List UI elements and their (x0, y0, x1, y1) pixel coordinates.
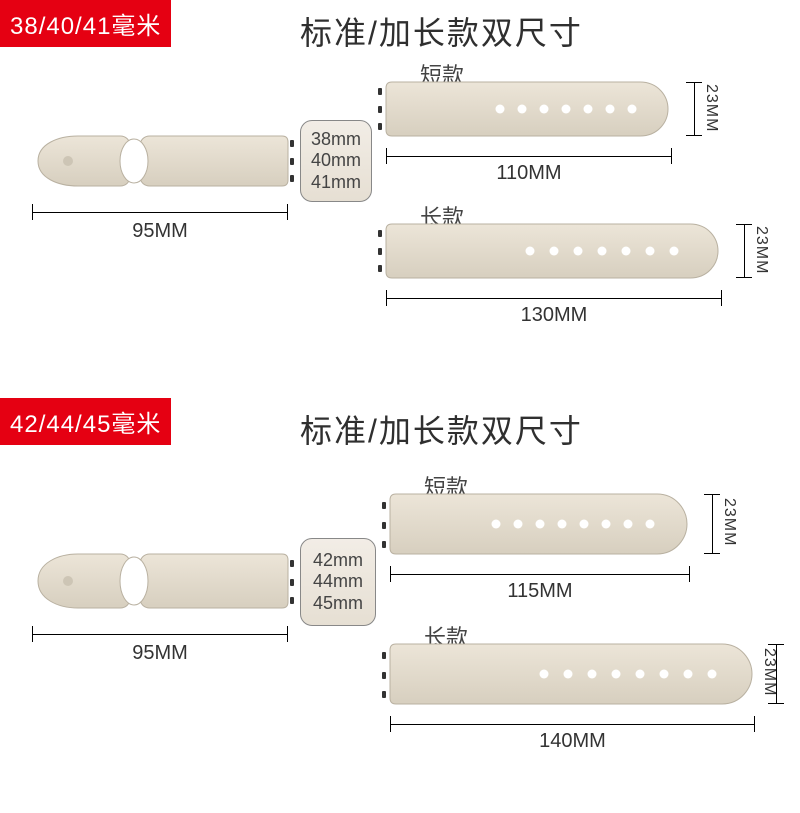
band-long (386, 640, 756, 708)
case-size-line: 38mm (311, 129, 361, 151)
dim-band-long-w-label: 23MM (752, 226, 770, 274)
section-title: 标准/加长款双尺寸 (300, 406, 583, 452)
badge-text: 38/40/41毫米 (10, 13, 161, 40)
size-badge: 38/40/41毫米 (0, 0, 171, 47)
section-title: 标准/加长款双尺寸 (300, 8, 583, 54)
size-section-2: 42/44/45毫米 标准/加长款双尺寸 95MM 42mm 44mm 45mm… (0, 398, 800, 813)
dim-left-strap: 95MM (32, 634, 288, 635)
case-size-line: 44mm (313, 571, 363, 593)
badge-text: 42/44/45毫米 (10, 411, 161, 438)
watch-case-box: 38mm 40mm 41mm (300, 120, 372, 202)
dim-band-short-label: 115MM (390, 580, 690, 603)
dim-band-short-label: 110MM (386, 162, 672, 185)
size-badge: 42/44/45毫米 (0, 398, 171, 445)
case-size-line: 40mm (311, 150, 361, 172)
case-size-line: 42mm (313, 550, 363, 572)
dim-band-long-label: 140MM (390, 730, 755, 753)
dim-left-strap: 95MM (32, 212, 288, 213)
dim-band-short-w-label: 23MM (702, 84, 720, 132)
dim-band-short-w (712, 494, 713, 554)
band-long (382, 220, 722, 282)
dim-band-long-w-label: 23MM (760, 648, 778, 696)
dim-band-short-w-label: 23MM (720, 498, 738, 546)
dim-band-long: 140MM (390, 724, 755, 725)
band-short (382, 78, 672, 140)
size-section-1: 38/40/41毫米 标准/加长款双尺寸 95MM 38mm 40mm 41mm (0, 0, 800, 385)
dim-left-strap-label: 95MM (32, 220, 288, 243)
dim-band-long-label: 130MM (386, 304, 722, 327)
lug-left (290, 140, 294, 182)
buckle-strap (30, 130, 290, 192)
lug-left (290, 560, 294, 604)
dim-band-short: 110MM (386, 156, 672, 157)
buckle-strap (30, 548, 290, 614)
dim-band-long: 130MM (386, 298, 722, 299)
case-size-line: 41mm (311, 172, 361, 194)
dim-band-short-w (694, 82, 695, 136)
band-short (386, 490, 691, 558)
dim-left-strap-label: 95MM (32, 642, 288, 665)
case-size-line: 45mm (313, 593, 363, 615)
dim-band-long-w (744, 224, 745, 278)
watch-case-box: 42mm 44mm 45mm (300, 538, 376, 626)
dim-band-short: 115MM (390, 574, 690, 575)
